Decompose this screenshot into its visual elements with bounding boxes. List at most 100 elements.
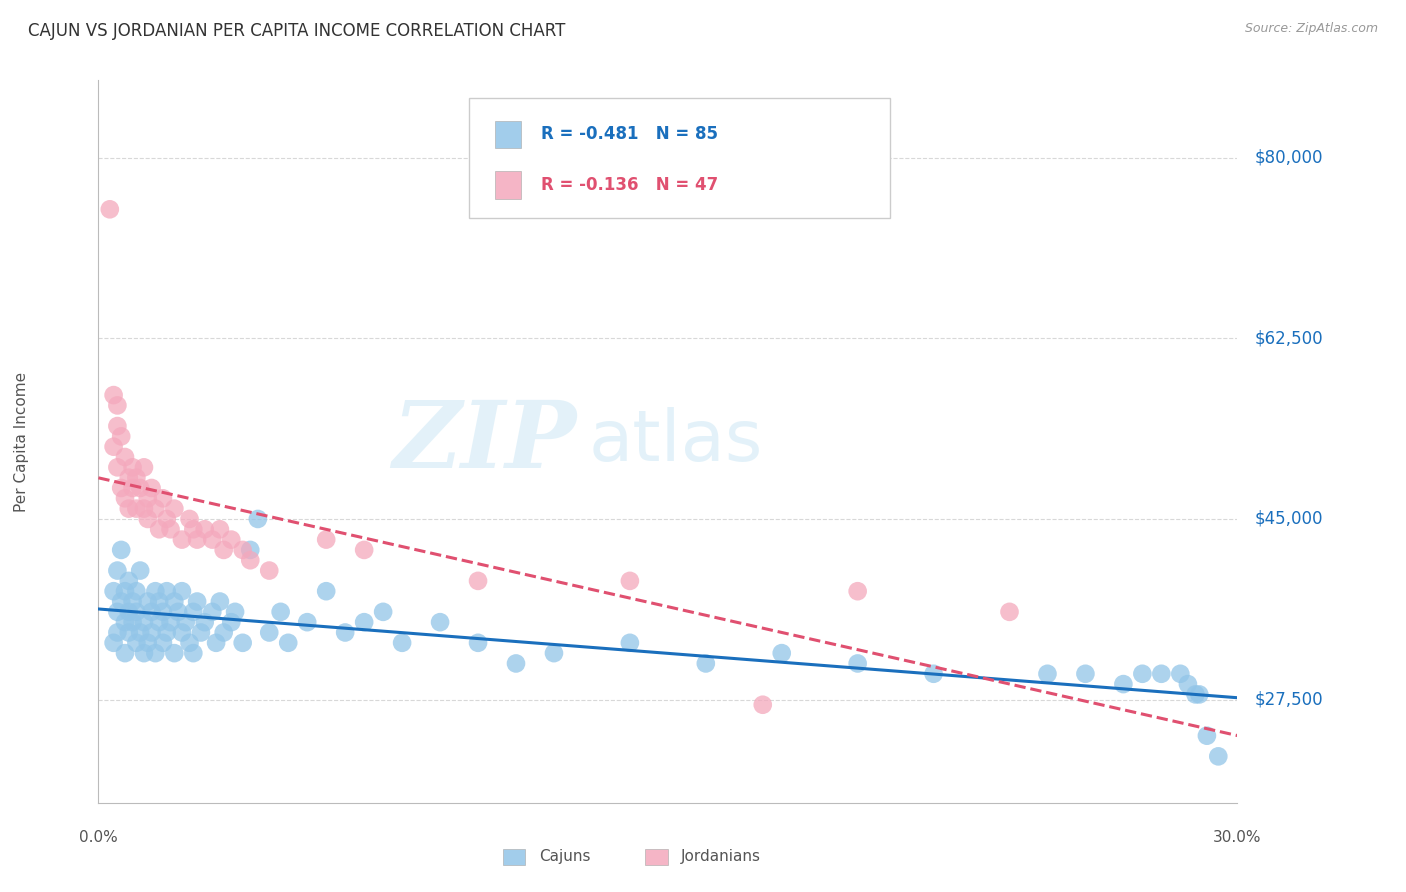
Point (1188, 687, 1211, 701)
Point (1074, 666, 1097, 681)
Point (239, 542, 262, 557)
Point (1170, 666, 1192, 681)
Point (205, 636, 228, 650)
Point (201, 533, 224, 547)
Text: Cajuns: Cajuns (538, 849, 591, 864)
Point (152, 605, 174, 619)
Point (170, 533, 193, 547)
Point (145, 584, 167, 599)
Point (136, 491, 159, 506)
Point (156, 625, 179, 640)
Point (174, 615, 197, 630)
Text: $62,500: $62,500 (1254, 329, 1323, 347)
Point (136, 512, 159, 526)
Point (103, 440, 125, 454)
Point (118, 574, 141, 588)
Point (246, 512, 269, 526)
Point (467, 636, 489, 650)
Point (183, 605, 205, 619)
Point (121, 460, 143, 475)
Point (110, 542, 132, 557)
Point (194, 615, 217, 630)
Point (107, 564, 129, 578)
Point (125, 636, 148, 650)
Point (148, 615, 170, 630)
Point (429, 615, 451, 630)
Point (543, 646, 565, 660)
Point (221, 615, 243, 630)
FancyBboxPatch shape (645, 849, 668, 865)
Point (1184, 687, 1206, 701)
Point (270, 605, 292, 619)
Text: R = -0.136   N = 47: R = -0.136 N = 47 (541, 176, 718, 194)
Point (1150, 666, 1173, 681)
Point (132, 501, 155, 516)
Point (170, 584, 193, 599)
Point (186, 533, 208, 547)
Point (695, 657, 717, 671)
Point (232, 636, 254, 650)
Point (208, 594, 231, 608)
Point (315, 533, 337, 547)
Point (619, 574, 641, 588)
Text: Jordanians: Jordanians (682, 849, 761, 864)
Text: Per Capita Income: Per Capita Income (14, 371, 28, 512)
Point (239, 553, 262, 567)
Point (179, 512, 201, 526)
Point (221, 533, 243, 547)
Point (125, 501, 148, 516)
Point (186, 594, 208, 608)
Point (224, 605, 246, 619)
Point (110, 429, 132, 443)
Point (107, 398, 129, 412)
Point (121, 615, 143, 630)
Point (467, 574, 489, 588)
Point (1208, 749, 1230, 764)
Point (179, 636, 201, 650)
Point (107, 625, 129, 640)
Point (183, 646, 205, 660)
Point (148, 594, 170, 608)
Point (259, 625, 281, 640)
Text: CAJUN VS JORDANIAN PER CAPITA INCOME CORRELATION CHART: CAJUN VS JORDANIAN PER CAPITA INCOME COR… (28, 22, 565, 40)
Point (107, 460, 129, 475)
Point (141, 605, 163, 619)
Point (110, 594, 132, 608)
Point (505, 657, 527, 671)
Point (297, 615, 319, 630)
Point (118, 501, 141, 516)
Point (163, 501, 186, 516)
Point (114, 646, 136, 660)
Point (136, 636, 159, 650)
Point (132, 460, 155, 475)
Text: 0.0%: 0.0% (79, 830, 118, 845)
Point (212, 625, 235, 640)
Point (212, 542, 235, 557)
Text: ZIP: ZIP (392, 397, 576, 486)
Text: $45,000: $45,000 (1254, 510, 1323, 528)
Point (998, 605, 1021, 619)
Point (1132, 666, 1154, 681)
Point (125, 584, 148, 599)
Point (103, 584, 125, 599)
Text: atlas: atlas (588, 407, 762, 476)
Point (145, 501, 167, 516)
Text: $80,000: $80,000 (1254, 149, 1323, 167)
FancyBboxPatch shape (468, 98, 890, 218)
Point (107, 419, 129, 434)
Point (353, 542, 375, 557)
Point (132, 615, 155, 630)
Text: 30.0%: 30.0% (1213, 830, 1261, 845)
Point (118, 625, 141, 640)
Point (232, 542, 254, 557)
Point (619, 636, 641, 650)
Point (315, 584, 337, 599)
Point (194, 522, 217, 536)
Point (159, 522, 181, 536)
Point (103, 388, 125, 402)
Point (335, 625, 357, 640)
Point (118, 471, 141, 485)
Point (208, 522, 231, 536)
Point (391, 636, 413, 650)
Point (141, 625, 163, 640)
